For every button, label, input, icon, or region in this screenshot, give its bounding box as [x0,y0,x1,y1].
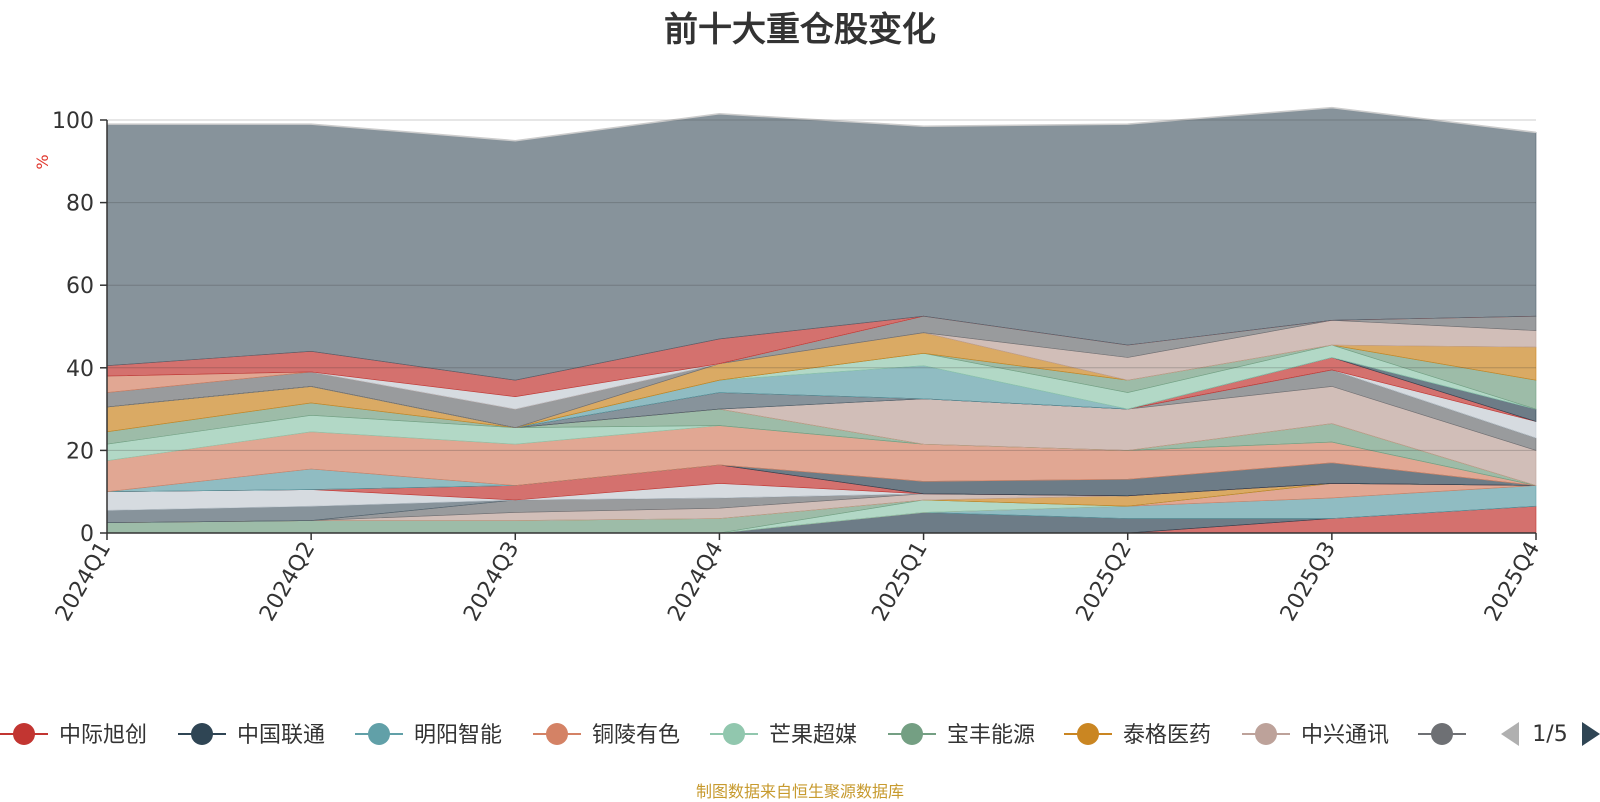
legend-item-3[interactable]: 明阳智能 [355,723,502,748]
legend-label: 宝丰能源 [947,723,1035,748]
area-series-group [106,106,1537,534]
legend: 中际旭创 中国联通 明阳智能 铜陵有色 芒果超媒 宝丰能源 泰格医药 中兴通讯 [0,723,1466,748]
legend-item-4[interactable]: 铜陵有色 [533,723,680,748]
prev-page-icon[interactable] [1501,722,1519,746]
legend-label: 中兴通讯 [1301,723,1389,748]
y-tick-labels: 0 20 40 60 80 100 [52,109,94,547]
y-tick-label: 40 [66,357,94,382]
grid-lines [107,119,1536,451]
x-tick-label: 2024Q2 [255,538,320,626]
y-axis-label: % [33,154,52,169]
legend-marker [1431,723,1453,745]
legend-label: 明阳智能 [414,723,502,748]
legend-pager: 1/5 [1501,722,1600,747]
x-tick-label: 2024Q3 [459,538,524,626]
legend-item-9[interactable] [1418,723,1466,745]
legend-marker [1077,723,1099,745]
chart-title: 前十大重仓股变化 [664,10,936,50]
legend-marker [546,723,568,745]
stack-top-line [107,106,1537,142]
legend-item-8[interactable]: 中兴通讯 [1242,723,1389,748]
y-tick-label: 80 [66,192,94,217]
legend-marker [13,723,35,745]
legend-marker [368,723,390,745]
legend-label: 铜陵有色 [592,723,680,748]
next-page-icon[interactable] [1582,722,1600,746]
legend-marker [191,723,213,745]
legend-item-6[interactable]: 宝丰能源 [888,723,1035,748]
legend-marker [901,723,923,745]
legend-label: 芒果超媒 [769,723,857,748]
x-tick-label: 2025Q4 [1480,538,1545,626]
pager-text: 1/5 [1532,722,1567,747]
legend-item-1[interactable]: 中际旭创 [0,723,147,748]
x-tick-label: 2025Q2 [1072,538,1137,626]
x-tick-labels: 2024Q1 2024Q2 2024Q3 2024Q4 2025Q1 2025Q2 2025… [51,538,1545,626]
x-tick-label: 2025Q1 [867,538,932,626]
axes [100,119,1537,540]
y-tick-label: 0 [80,522,94,547]
y-tick-label: 60 [66,274,94,299]
legend-item-5[interactable]: 芒果超媒 [710,723,857,748]
legend-marker [1255,723,1277,745]
x-tick-label: 2024Q1 [51,538,116,626]
y-tick-label: 20 [66,439,94,464]
legend-marker [723,723,745,745]
legend-label: 中国联通 [237,723,325,748]
legend-item-7[interactable]: 泰格医药 [1064,723,1211,748]
source-note: 制图数据来自恒生聚源数据库 [695,782,904,801]
y-tick-label: 100 [52,109,94,134]
legend-label: 中际旭创 [59,723,147,748]
x-tick-label: 2025Q3 [1276,538,1341,626]
legend-item-2[interactable]: 中国联通 [178,723,325,748]
x-tick-label: 2024Q4 [663,538,728,626]
legend-label: 泰格医药 [1123,723,1211,748]
